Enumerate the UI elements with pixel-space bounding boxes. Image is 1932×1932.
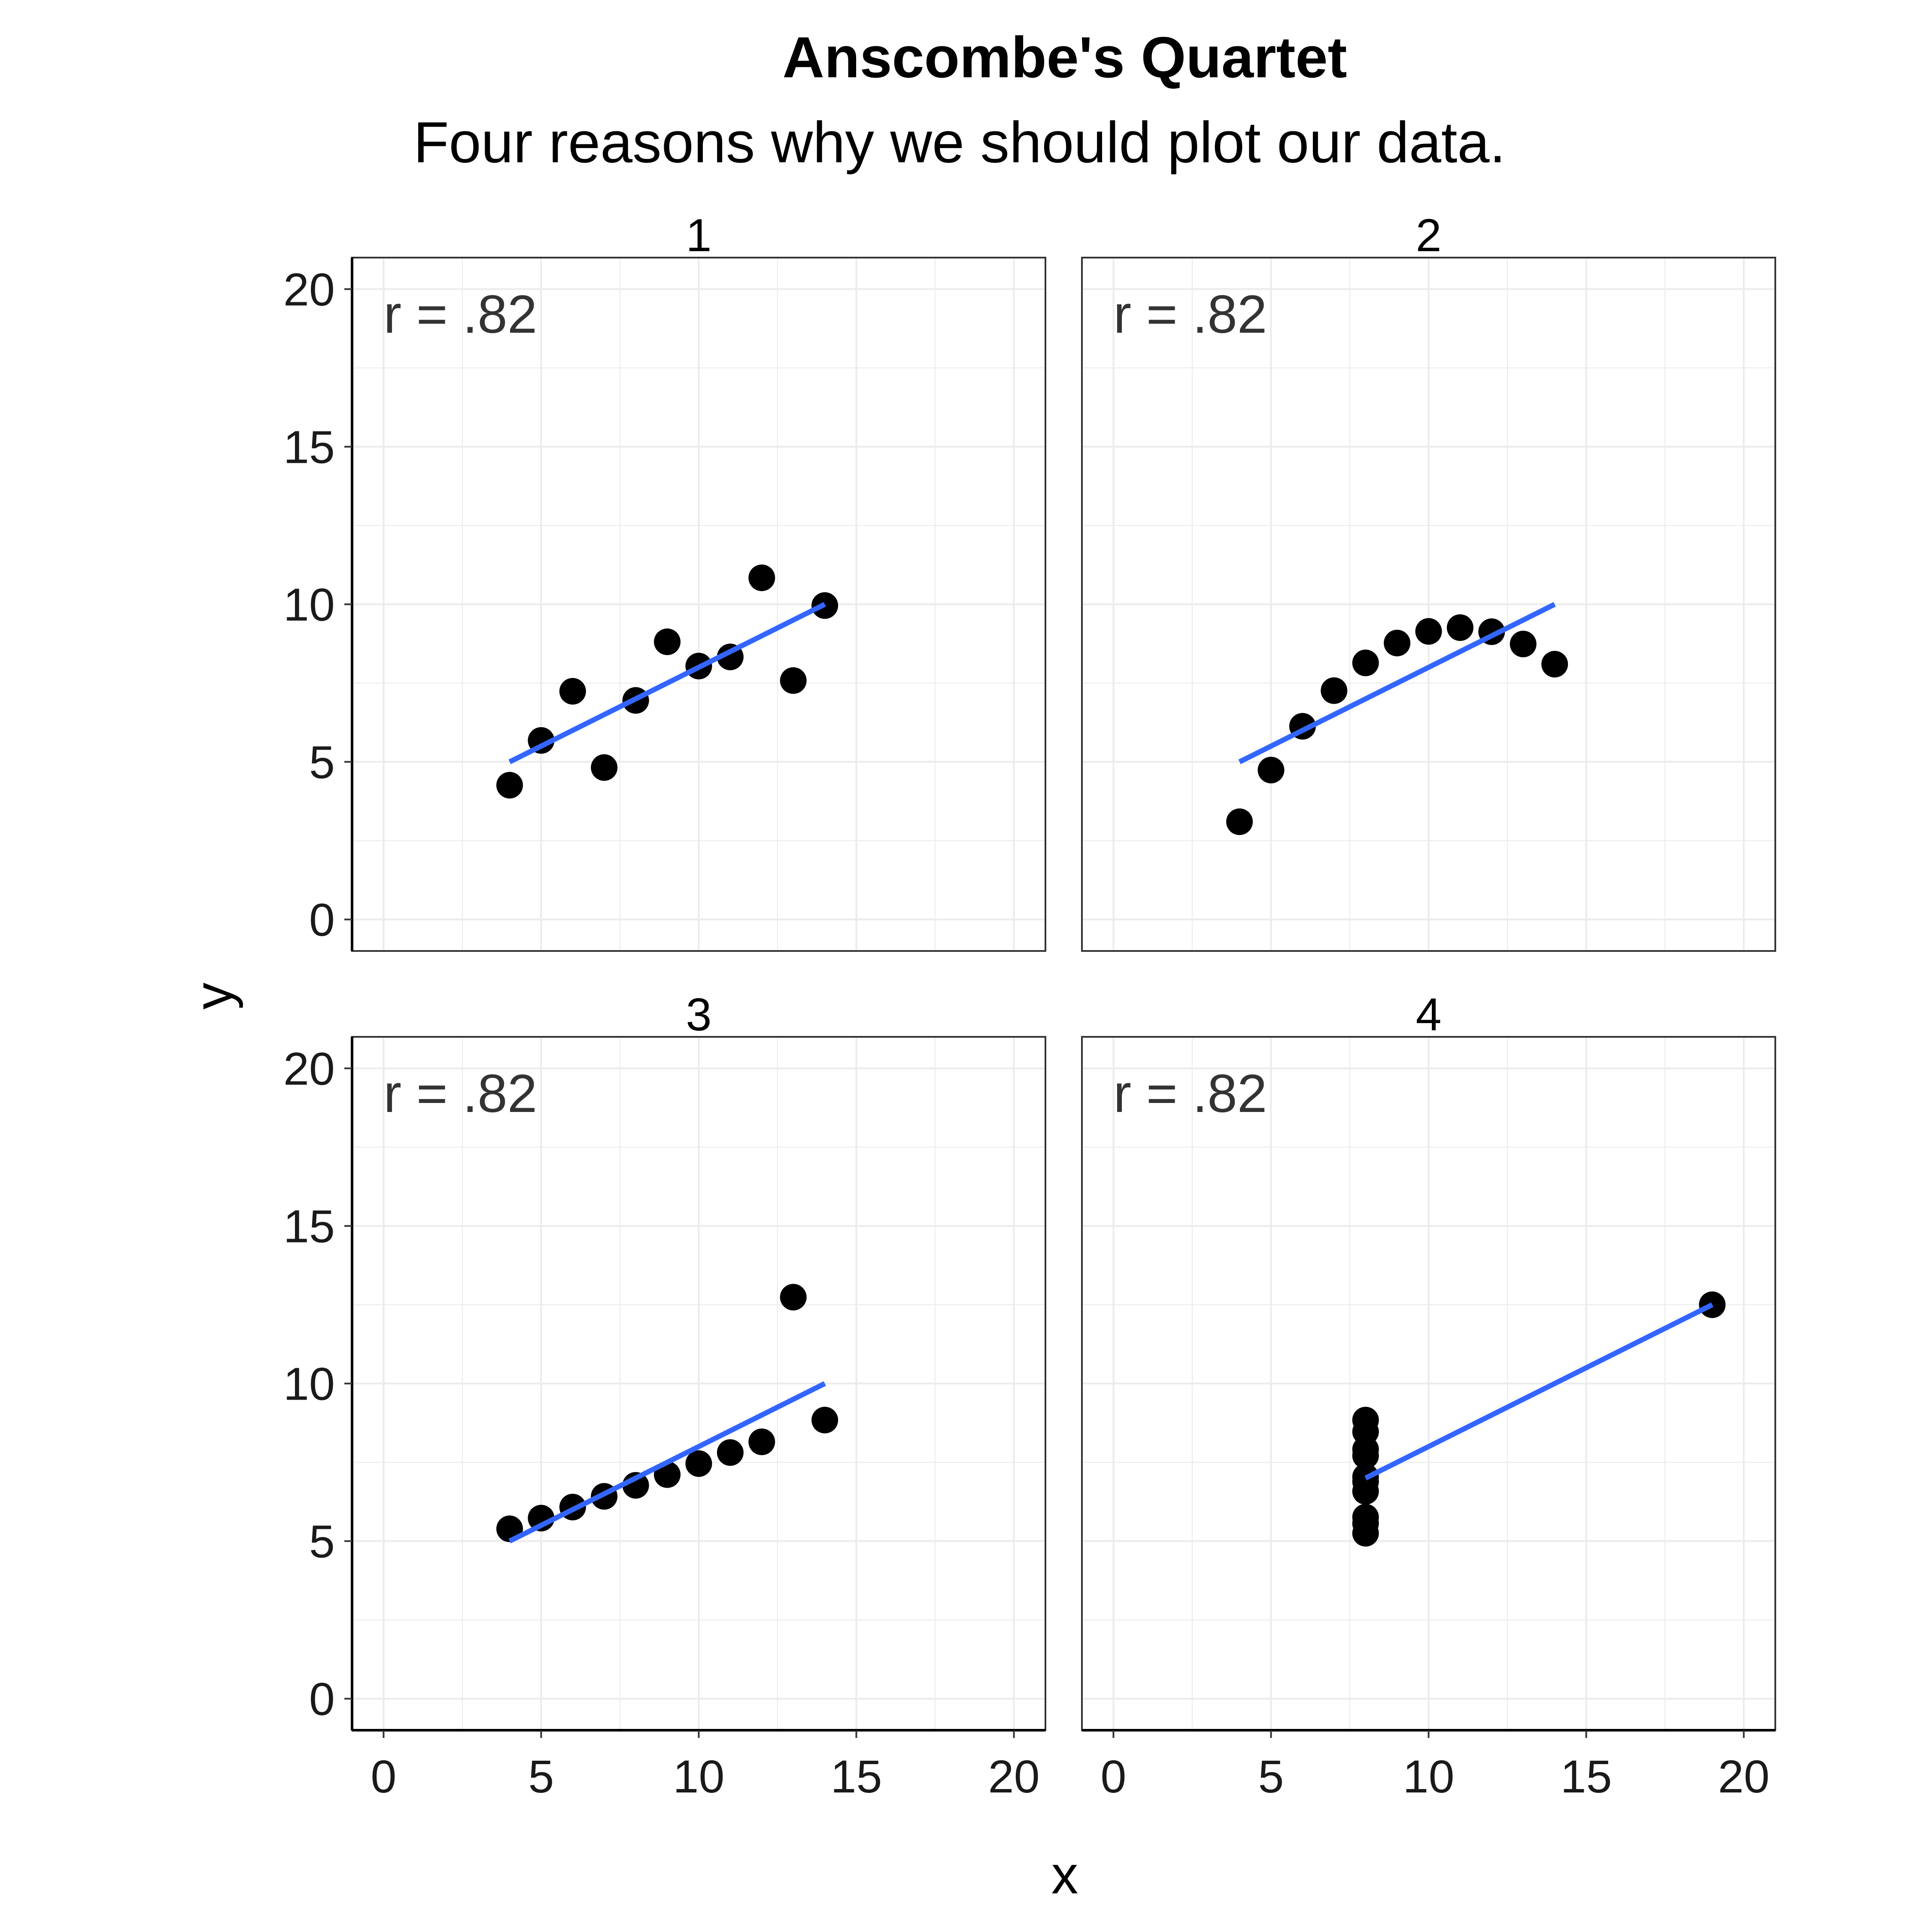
- x-tick-label: 5: [1258, 1750, 1284, 1802]
- regression-line: [1238, 602, 1556, 764]
- chart-title: Anscombe's Quartet: [783, 25, 1347, 90]
- correlation-annotation: r = .82: [1113, 285, 1267, 344]
- data-point: [1352, 650, 1379, 677]
- x-tick-label: 0: [1100, 1750, 1126, 1802]
- data-point: [559, 678, 586, 705]
- panel-border: [1081, 257, 1776, 952]
- data-point: [748, 564, 775, 591]
- data-point: [1352, 1510, 1379, 1537]
- y-tick-label: 20: [283, 263, 335, 315]
- data-point: [654, 628, 681, 655]
- data-point: [591, 754, 618, 781]
- regression-line: [508, 602, 826, 764]
- correlation-annotation: r = .82: [383, 285, 537, 344]
- x-tick-label: 10: [1403, 1750, 1454, 1802]
- data-point: [496, 772, 523, 799]
- correlation-annotation: r = .82: [1113, 1064, 1267, 1124]
- panel-strip-label: 1: [686, 209, 711, 261]
- data-point: [748, 1428, 775, 1455]
- y-tick-label: 15: [283, 421, 335, 473]
- y-tick-label: 0: [309, 894, 335, 946]
- data-point: [1352, 1436, 1379, 1463]
- data-point: [1258, 756, 1285, 784]
- data-point: [1541, 650, 1568, 677]
- correlation-annotation: r = .82: [383, 1064, 537, 1124]
- x-tick-label: 20: [988, 1750, 1040, 1802]
- data-point: [717, 1439, 744, 1466]
- x-tick-label: 5: [528, 1750, 554, 1802]
- data-point: [1321, 677, 1348, 704]
- data-point: [1415, 618, 1442, 645]
- y-tick-label: 5: [309, 736, 335, 788]
- panels-layer: 1 r = .82 0 5 10 15 20 2 r = .82 3 r = .82 0 5 10 15 20…: [283, 209, 1776, 1802]
- panel-2: 2 r = .82: [1081, 209, 1776, 952]
- x-tick-label: 0: [371, 1750, 396, 1802]
- data-point: [780, 1284, 807, 1311]
- panel-4: 4 r = .82 0 5 10 15 20: [1081, 988, 1776, 1802]
- data-point: [1384, 629, 1411, 656]
- data-point: [1510, 630, 1537, 657]
- panel-strip-label: 3: [686, 988, 711, 1040]
- y-tick-label: 0: [309, 1673, 335, 1725]
- panel-strip-label: 2: [1416, 209, 1441, 261]
- data-point: [1446, 614, 1473, 641]
- chart-subtitle: Four reasons why we should plot our data…: [413, 110, 1506, 175]
- y-tick-label: 10: [283, 1358, 335, 1410]
- panel-strip-label: 4: [1416, 988, 1441, 1040]
- y-tick-label: 20: [283, 1042, 335, 1094]
- x-tick-label: 15: [830, 1750, 882, 1802]
- y-tick-label: 15: [283, 1200, 335, 1252]
- data-point: [780, 667, 807, 694]
- regression-line: [508, 1381, 826, 1543]
- data-point: [1226, 808, 1253, 835]
- regression-line: [1364, 1302, 1713, 1481]
- x-tick-label: 10: [673, 1750, 724, 1802]
- x-tick-label: 20: [1718, 1750, 1770, 1802]
- y-axis-title: y: [184, 982, 243, 1009]
- panel-3: 3 r = .82 0 5 10 15 20 0 5 10 15 20: [283, 988, 1046, 1802]
- data-point: [811, 1406, 838, 1434]
- panel-1: 1 r = .82 0 5 10 15 20: [283, 209, 1046, 952]
- x-axis-title: x: [1051, 1845, 1078, 1905]
- y-tick-label: 10: [283, 579, 335, 631]
- y-tick-label: 5: [309, 1516, 335, 1567]
- data-point: [685, 1450, 712, 1477]
- x-tick-label: 15: [1560, 1750, 1612, 1802]
